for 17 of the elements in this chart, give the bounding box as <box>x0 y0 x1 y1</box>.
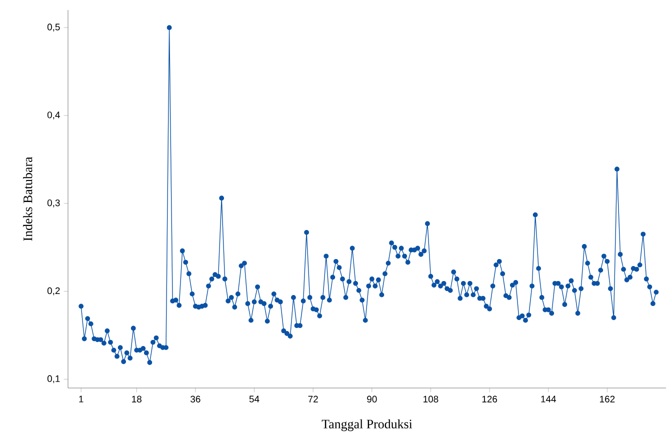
x-tick-label: 72 <box>308 396 318 402</box>
y-tick-label: 0,4 <box>47 112 60 120</box>
x-axis-title: Tanggal Produksi <box>322 419 412 432</box>
y-axis-title: Indeks Batubara <box>23 156 32 241</box>
x-tick-label: 162 <box>600 396 615 402</box>
x-tick-label: 54 <box>249 396 260 402</box>
y-tick-label: 0,3 <box>47 199 60 208</box>
y-tick-label: 0,2 <box>47 287 60 296</box>
x-tick-label: 18 <box>132 396 142 402</box>
y-tick-label: 0,1 <box>47 375 60 384</box>
x-tick-label: 90 <box>367 396 377 402</box>
x-tick-label: 126 <box>482 396 498 402</box>
x-tick-label: 1 <box>79 396 84 402</box>
x-tick-label: 144 <box>541 396 556 402</box>
x-tick-label: 108 <box>424 396 438 402</box>
x-tick-label: 36 <box>190 396 200 402</box>
y-tick-label: 0,5 <box>47 24 60 32</box>
